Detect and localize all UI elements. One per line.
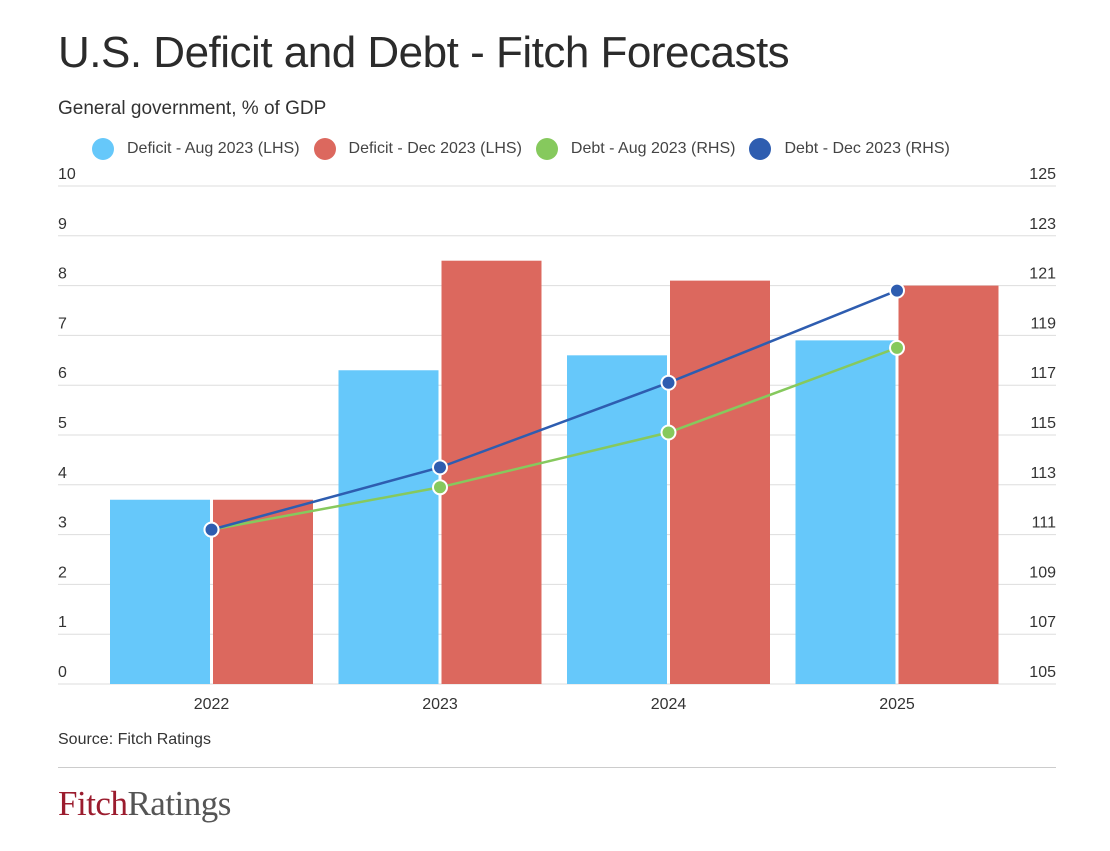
left-axis-tick-label: 0 bbox=[58, 664, 67, 681]
legend-marker-debt-aug bbox=[535, 138, 558, 160]
legend-label-deficit-aug: Deficit - Aug 2023 (LHS) bbox=[127, 140, 300, 157]
right-axis-tick-label: 121 bbox=[1029, 266, 1056, 283]
x-axis-tick-label: 2022 bbox=[194, 696, 230, 713]
legend-item-deficit-aug[interactable]: Deficit - Aug 2023 (LHS) bbox=[92, 138, 300, 160]
left-axis-tick-label: 2 bbox=[58, 564, 67, 581]
left-axis-tick-label: 4 bbox=[58, 465, 67, 482]
bar-deficit-aug-2022 bbox=[110, 499, 210, 684]
legend-marker-deficit-dec bbox=[313, 138, 336, 160]
fitch-ratings-logo: FitchRatings bbox=[58, 784, 231, 824]
left-axis-tick-label: 10 bbox=[58, 166, 76, 183]
left-axis-tick-label: 3 bbox=[58, 515, 67, 532]
left-axis-tick-label: 1 bbox=[58, 614, 67, 631]
legend-label-debt-dec: Debt - Dec 2023 (RHS) bbox=[784, 140, 950, 157]
x-axis-tick-label: 2025 bbox=[879, 696, 915, 713]
bar-deficit-aug-2024 bbox=[567, 355, 667, 684]
point-debt-dec-2025 bbox=[889, 282, 905, 299]
right-axis-tick-label: 113 bbox=[1030, 465, 1056, 482]
footer-divider bbox=[58, 767, 1056, 768]
right-axis-tick-label: 119 bbox=[1030, 315, 1056, 332]
right-axis-tick-label: 109 bbox=[1029, 564, 1056, 581]
legend-marker-deficit-aug bbox=[92, 138, 114, 160]
right-axis-tick-label: 117 bbox=[1030, 365, 1056, 382]
legend-item-debt-dec[interactable]: Debt - Dec 2023 (RHS) bbox=[749, 138, 950, 160]
legend-label-debt-aug: Debt - Aug 2023 (RHS) bbox=[570, 140, 736, 157]
bar-deficit-aug-2023 bbox=[338, 370, 439, 684]
legend-marker-debt-dec bbox=[749, 138, 772, 160]
left-axis-tick-label: 5 bbox=[58, 415, 67, 432]
right-axis-tick-label: 107 bbox=[1029, 614, 1056, 631]
left-axis-tick-label: 7 bbox=[58, 315, 67, 332]
chart-legend: Deficit - Aug 2023 (LHS) Deficit - Dec 2… bbox=[92, 138, 964, 160]
left-axis-tick-label: 8 bbox=[58, 266, 67, 283]
point-debt-aug-2023 bbox=[432, 479, 448, 496]
point-debt-dec-2022 bbox=[203, 521, 220, 538]
bar-deficit-dec-2024 bbox=[670, 280, 770, 684]
bar-deficit-dec-2022 bbox=[213, 499, 313, 684]
source-note: Source: Fitch Ratings bbox=[58, 731, 211, 748]
x-axis-tick-label: 2024 bbox=[651, 696, 687, 713]
chart-title: U.S. Deficit and Debt - Fitch Forecasts bbox=[58, 28, 790, 77]
chart-subtitle: General government, % of GDP bbox=[58, 98, 327, 119]
logo-text-ratings: Ratings bbox=[127, 784, 231, 823]
left-axis-tick-label: 6 bbox=[58, 365, 67, 382]
right-axis-tick-label: 111 bbox=[1032, 515, 1056, 532]
right-axis-tick-label: 123 bbox=[1029, 216, 1056, 233]
line-debt-aug bbox=[211, 346, 898, 531]
point-debt-dec-2024 bbox=[660, 374, 677, 391]
chart-plot-area: 0 105 1 107 2 109 3 111 4 113 5 115 6 117 7 119 8 121 9 123… bbox=[58, 166, 1056, 713]
right-axis-tick-label: 125 bbox=[1029, 166, 1056, 183]
bar-deficit-aug-2025 bbox=[795, 340, 896, 684]
line-debt-dec bbox=[211, 289, 898, 531]
legend-label-deficit-dec: Deficit - Dec 2023 (LHS) bbox=[348, 140, 522, 157]
left-axis-tick-label: 9 bbox=[58, 216, 67, 233]
point-debt-aug-2024 bbox=[660, 424, 677, 441]
point-debt-aug-2025 bbox=[889, 339, 905, 356]
right-axis-tick-label: 105 bbox=[1029, 664, 1056, 681]
bar-deficit-dec-2025 bbox=[898, 285, 999, 684]
legend-item-debt-aug[interactable]: Debt - Aug 2023 (RHS) bbox=[535, 138, 736, 160]
right-axis-tick-label: 115 bbox=[1030, 415, 1056, 432]
x-axis-tick-label: 2023 bbox=[422, 696, 458, 713]
legend-item-deficit-dec[interactable]: Deficit - Dec 2023 (LHS) bbox=[313, 138, 522, 160]
logo-text-fitch: Fitch bbox=[58, 784, 128, 823]
point-debt-dec-2023 bbox=[432, 459, 448, 476]
bar-deficit-dec-2023 bbox=[441, 260, 542, 684]
